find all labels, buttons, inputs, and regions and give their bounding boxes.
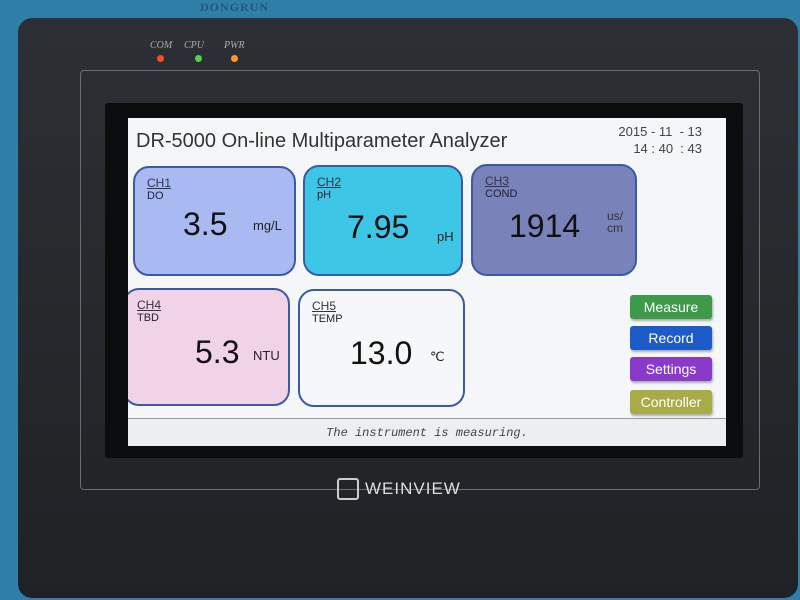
channel-value: 5.3: [195, 334, 240, 370]
bezel-line: [80, 70, 760, 490]
channel-id: CH4: [137, 298, 162, 312]
led-label-pwr: PWR: [224, 40, 245, 51]
channel-name: TEMP: [312, 313, 343, 325]
status-bar: The instrument is measuring.: [128, 418, 726, 446]
measure-button[interactable]: Measure: [630, 295, 712, 319]
channel-unit: NTU: [253, 348, 280, 363]
channel-card-ch3[interactable]: CH3 COND 1914 us/ cm: [471, 164, 637, 276]
channel-value: 1914: [509, 208, 581, 244]
channel-id: CH2: [317, 175, 342, 189]
led-label-cpu: CPU: [184, 40, 204, 51]
channel-name: TBD: [137, 312, 159, 324]
com-led-icon: [157, 55, 164, 62]
hand-cursor-icon: [337, 478, 359, 500]
channel-name: DO: [147, 190, 164, 202]
record-button[interactable]: Record: [630, 326, 712, 350]
brand-text: DONGRUN: [200, 0, 269, 14]
channel-id: CH5: [312, 299, 337, 313]
channel-unit: mg/L: [253, 218, 282, 233]
channel-name: pH: [317, 189, 332, 201]
channel-unit: ℃: [430, 349, 445, 364]
settings-button[interactable]: Settings: [630, 357, 712, 381]
channel-value: 13.0: [350, 335, 413, 371]
channel-value: 3.5: [183, 206, 228, 242]
time: 14 : 40 : 43: [633, 141, 702, 156]
pwr-led-icon: [231, 55, 238, 62]
datetime: 2015 - 11 - 13 14 : 40 : 43: [618, 123, 702, 157]
channel-card-ch1[interactable]: CH1 DO 3.5 mg/L: [133, 166, 296, 276]
cpu-led-icon: [195, 55, 202, 62]
channel-id: CH1: [147, 176, 172, 190]
hmi-screen: DR-5000 On-line Multiparameter Analyzer …: [128, 118, 726, 446]
channel-name: COND: [485, 188, 518, 200]
channel-card-ch5[interactable]: CH5 TEMP 13.0 ℃: [298, 289, 465, 407]
logo-text: WEINVIEW: [365, 479, 461, 498]
weinview-logo: WEINVIEW: [337, 478, 461, 500]
page-title: DR-5000 On-line Multiparameter Analyzer: [136, 130, 508, 152]
channel-card-ch2[interactable]: CH2 pH 7.95 pH: [303, 165, 463, 276]
date: 2015 - 11 - 13: [618, 124, 702, 139]
controller-button[interactable]: Controller: [630, 390, 712, 414]
channel-unit: us/ cm: [607, 209, 624, 235]
led-label-com: COM: [150, 40, 173, 51]
channel-id: CH3: [485, 174, 510, 188]
channel-card-ch4[interactable]: CH4 TBD 5.3 NTU: [128, 288, 290, 406]
channel-value: 7.95: [347, 209, 410, 245]
channel-unit: pH: [437, 229, 454, 244]
